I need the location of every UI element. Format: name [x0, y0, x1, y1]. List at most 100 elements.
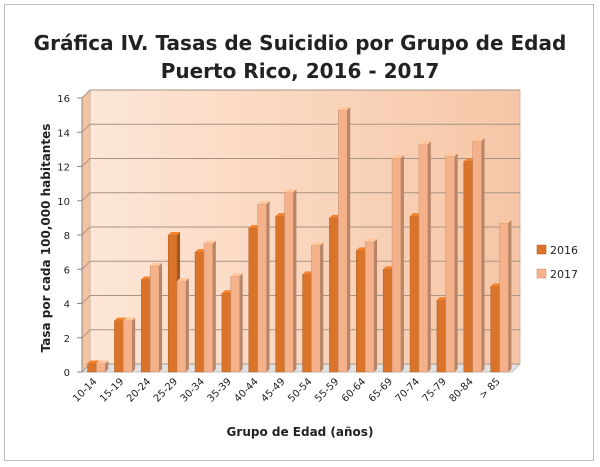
- bar-side: [347, 106, 351, 373]
- bar-2017-85: [499, 220, 512, 373]
- bar-front: [364, 241, 375, 373]
- bar-2017-7579: [445, 153, 458, 373]
- x-tick-label: 35-39: [206, 376, 234, 404]
- x-tick-label: 40-44: [232, 376, 260, 404]
- bar-2017-6569: [391, 154, 404, 373]
- bar-top: [499, 220, 512, 224]
- bar-front: [499, 222, 509, 373]
- y-tick-label: 14: [57, 128, 70, 139]
- bar-front: [382, 269, 393, 373]
- plot-area: 0 2 4 6 8 10 12 14 16 10-1415-1920-2425-2930-3435…: [57, 89, 521, 405]
- bar-side: [239, 273, 243, 372]
- bar-front: [311, 245, 321, 373]
- bar-2017-2024: [149, 262, 163, 373]
- bar-2017-8084: [472, 137, 485, 373]
- y-tick-label: 12: [57, 163, 70, 174]
- x-tick-label: 15-19: [98, 376, 126, 404]
- bar-side: [266, 201, 270, 372]
- bar-front: [96, 363, 106, 373]
- y-tick-label: 0: [64, 368, 70, 379]
- bar-2017-3034: [203, 240, 216, 373]
- bar-front: [87, 363, 97, 373]
- x-tick-label: 30-34: [179, 376, 207, 404]
- bar-front: [114, 320, 124, 373]
- bar-front: [490, 286, 500, 373]
- bar-side: [105, 360, 109, 372]
- bar-2017-4549: [284, 189, 297, 373]
- bar-front: [436, 299, 447, 373]
- x-tick-label: 55-59: [313, 376, 341, 404]
- y-tick-label: 4: [64, 300, 70, 311]
- bar-side: [481, 137, 485, 372]
- y-tick-label: 8: [64, 231, 70, 242]
- bar-2017-4044: [257, 201, 270, 373]
- bar-top: [203, 240, 216, 244]
- y-tick-label: 16: [57, 94, 70, 105]
- bar-top: [123, 317, 136, 321]
- bar-front: [149, 265, 160, 373]
- bar-2017-7074: [418, 141, 431, 373]
- bar-side: [320, 242, 324, 372]
- bar-top: [418, 141, 431, 145]
- legend-label-2016: 2016: [550, 244, 578, 257]
- x-axis-label: Grupo de Edad (años): [227, 425, 374, 439]
- bar-top: [445, 153, 458, 157]
- bar-front: [302, 274, 312, 373]
- bar-top: [150, 262, 163, 266]
- bar-front: [418, 143, 429, 373]
- y-tick-label: 6: [64, 265, 70, 276]
- bar-side: [132, 317, 136, 372]
- bar-front: [221, 292, 232, 373]
- bar-2017-5054: [311, 242, 324, 373]
- bar-top: [114, 317, 127, 321]
- bar-front: [356, 250, 366, 373]
- bar-top: [257, 201, 270, 205]
- bar-side: [400, 154, 404, 372]
- bar-front: [329, 217, 339, 373]
- bar-front: [284, 191, 294, 373]
- legend-swatch-2016: [536, 244, 547, 255]
- bar-side: [508, 220, 512, 372]
- bar-side: [159, 262, 163, 372]
- x-tick-label: 20-24: [125, 376, 153, 404]
- bar-side: [212, 240, 216, 372]
- bar-front: [141, 279, 151, 373]
- bar-side: [374, 238, 378, 372]
- y-axis-label: Tasa por cada 100,000 habitantes: [39, 124, 53, 353]
- bar-2017-6064: [364, 238, 378, 373]
- chart-subtitle: Puerto Rico, 2016 - 2017: [161, 59, 440, 83]
- gridline: [81, 158, 520, 167]
- bar-2017-1519: [123, 317, 136, 373]
- bar-top: [472, 137, 485, 141]
- bar-side: [185, 278, 189, 372]
- bar-top: [392, 154, 404, 158]
- bar-front: [257, 203, 267, 373]
- bar-top: [365, 238, 378, 242]
- bar-2017-5559: [338, 106, 351, 373]
- bar-side: [454, 153, 458, 372]
- legend: 2016 2017: [536, 244, 578, 281]
- bar-top: [87, 360, 100, 364]
- bar-front: [445, 155, 455, 373]
- gridline: [81, 226, 520, 236]
- bar-front: [248, 227, 258, 373]
- bar-front: [275, 215, 285, 373]
- gridline: [81, 123, 520, 133]
- x-tick-label: 10-14: [71, 376, 99, 404]
- bar-front: [338, 109, 348, 373]
- bar-front: [472, 140, 482, 373]
- bar-top: [230, 273, 243, 277]
- bar-front: [230, 275, 240, 373]
- gridline: [81, 192, 520, 202]
- bar-2017-3539: [230, 273, 243, 373]
- x-tick-label: 60-64: [340, 376, 368, 404]
- x-tick-label: 80-84: [447, 376, 475, 404]
- bar-top: [284, 189, 297, 193]
- x-tick-label: 50-54: [286, 376, 314, 404]
- bar-front: [123, 320, 133, 373]
- bar-front: [391, 157, 402, 373]
- bar-front: [167, 234, 178, 373]
- gridline: [81, 89, 520, 99]
- y-tick-label: 10: [57, 197, 70, 208]
